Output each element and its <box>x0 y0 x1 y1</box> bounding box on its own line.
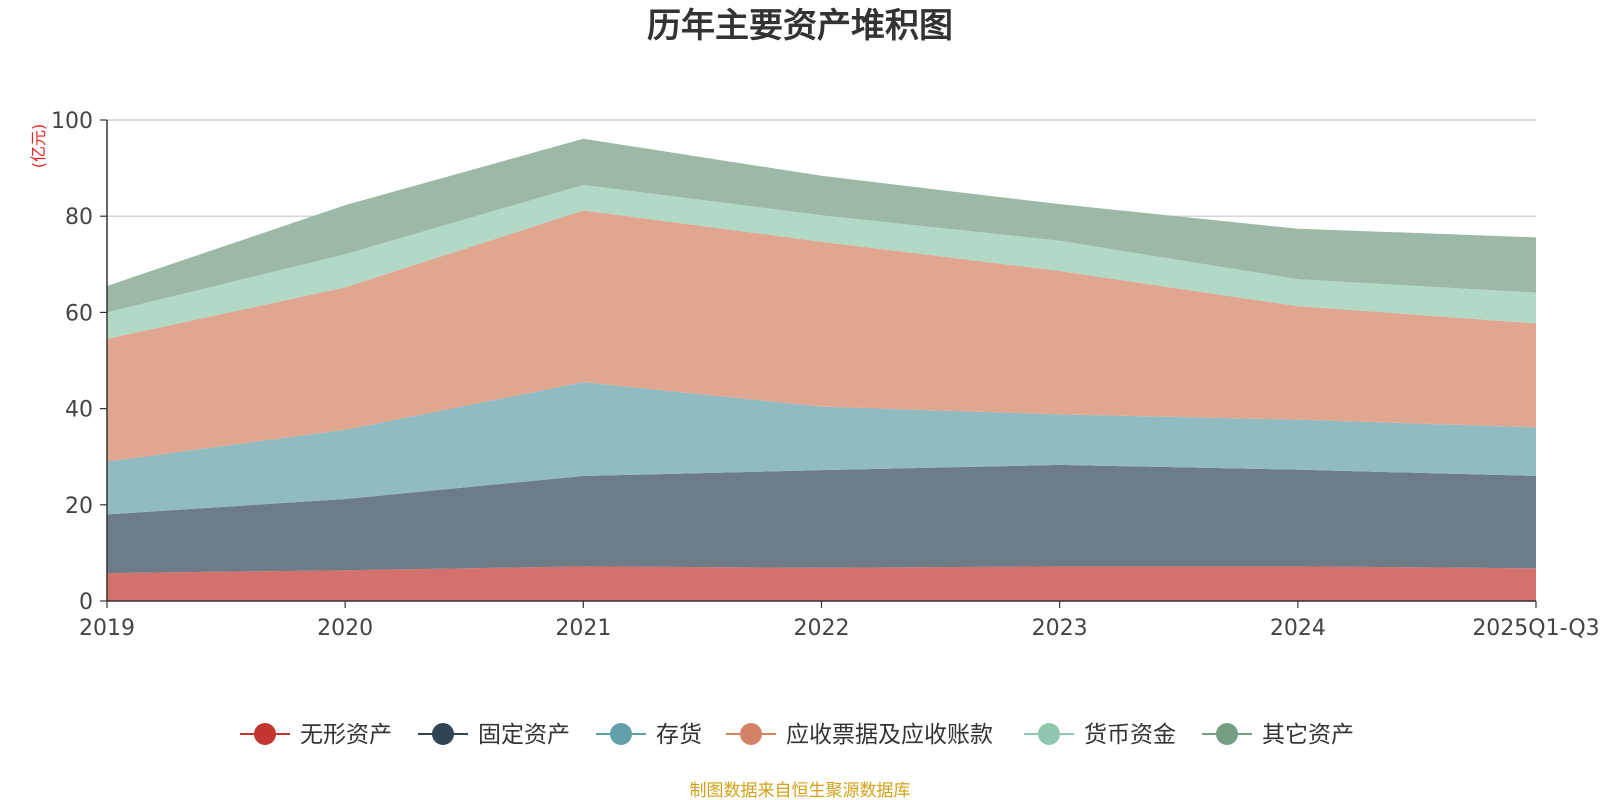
area-layer <box>107 138 1536 601</box>
area-series-5 <box>107 138 1536 313</box>
x-tick-label: 2023 <box>1032 616 1088 641</box>
area-series-0 <box>107 566 1536 601</box>
y-tick-label: 0 <box>79 590 93 615</box>
legend-marker <box>432 723 454 745</box>
y-tick-label: 100 <box>51 109 93 134</box>
x-tick-label: 2022 <box>794 616 850 641</box>
legend-marker <box>740 723 762 745</box>
legend-marker <box>610 723 632 745</box>
x-tick-labels: 2019 2020 2021 2022 2023 2024 2025Q1-Q3 <box>79 601 1600 641</box>
y-tick-labels: 0 20 40 60 80 100 <box>51 109 93 615</box>
legend-marker <box>254 723 276 745</box>
legend-label: 存货 <box>656 722 702 748</box>
legend-label: 货币资金 <box>1084 722 1176 748</box>
y-axis-unit-label: (亿元) <box>29 124 48 169</box>
legend-item: 固定资产 <box>418 722 570 748</box>
legend-label: 无形资产 <box>300 722 392 748</box>
legend-item: 货币资金 <box>1024 722 1176 748</box>
legend-label: 其它资产 <box>1262 722 1354 748</box>
legend-item: 应收票据及应收账款 <box>726 722 993 748</box>
legend-marker <box>1216 723 1238 745</box>
y-tick-label: 40 <box>65 398 93 423</box>
legend-item: 存货 <box>596 722 702 748</box>
area-series-4 <box>107 184 1536 339</box>
x-tick-label: 2025Q1-Q3 <box>1472 616 1599 641</box>
legend-label: 固定资产 <box>478 722 570 748</box>
x-tick-label: 2019 <box>79 616 135 641</box>
y-tick-label: 80 <box>65 205 93 230</box>
x-tick-label: 2021 <box>555 616 611 641</box>
chart-title: 历年主要资产堆积图 <box>647 6 953 46</box>
legend-marker <box>1038 723 1060 745</box>
legend: 无形资产 固定资产 存货 应收票据及应收账款 货币资金 其它资产 <box>240 722 1354 748</box>
legend-item: 无形资产 <box>240 722 392 748</box>
area-series-1 <box>107 464 1536 574</box>
source-note: 制图数据来自恒生聚源数据库 <box>690 781 911 800</box>
legend-label: 应收票据及应收账款 <box>786 722 993 748</box>
x-tick-label: 2020 <box>317 616 373 641</box>
area-series-3 <box>107 210 1536 462</box>
y-tick-label: 20 <box>65 494 93 519</box>
y-tick-label: 60 <box>65 301 93 326</box>
legend-item: 其它资产 <box>1202 722 1354 748</box>
area-series-2 <box>107 382 1536 515</box>
x-tick-label: 2024 <box>1270 616 1326 641</box>
